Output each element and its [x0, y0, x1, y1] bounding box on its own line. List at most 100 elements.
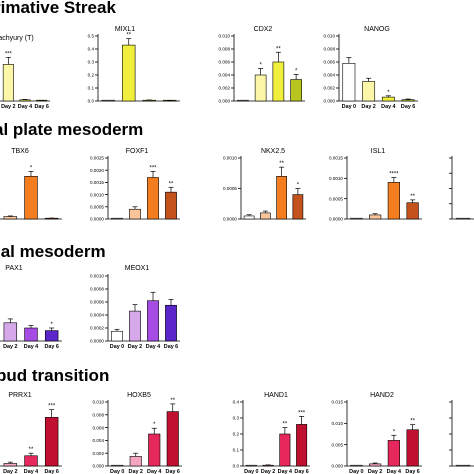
y-tick-label: 0.008: [219, 47, 231, 52]
significance-label: *: [153, 422, 156, 428]
y-tick-label: 0.0025: [90, 156, 104, 161]
chart-title: rachyury (T): [0, 35, 34, 42]
chart-title: NKX2.5: [261, 148, 285, 155]
significance-label: *: [30, 165, 33, 171]
x-tick-label: Day 6: [294, 469, 308, 474]
bar-day-6: [44, 330, 59, 342]
bar-day-0: [111, 330, 123, 342]
bar-day-6: [290, 79, 302, 102]
y-tick-label: 0.4: [88, 47, 95, 52]
significance-label: **: [126, 33, 131, 39]
x-tick-label: Day 2: [129, 469, 143, 474]
bar-day-2: [362, 81, 376, 102]
y-tick-label: 0.005: [332, 442, 344, 447]
significance-label: ***: [5, 51, 13, 57]
bar-day-0: [101, 99, 115, 102]
x-tick-label: Day 4: [146, 344, 160, 350]
bar-day-0: [245, 464, 257, 467]
y-tick-label: 0.0000: [223, 217, 237, 222]
y-tick-label: 0.0010: [329, 176, 343, 181]
y-tick-label: 0.010: [332, 421, 344, 426]
bar-day-6: [165, 304, 177, 342]
y-tick-label: 0.0005: [329, 196, 343, 201]
bar-day-2: [2, 64, 14, 102]
x-tick-label: Day 4: [18, 104, 32, 110]
y-tick-label: 0.0: [88, 99, 95, 104]
y-tick-label: 0.0005: [223, 186, 237, 191]
chart-panel-4: TBX6 *: [0, 148, 62, 220]
bar-day-6: [406, 429, 419, 467]
y-tick-label: 0.008: [324, 47, 336, 52]
y-tick-label: 0.4: [233, 400, 240, 405]
chart-panel-12: HOXB5 0.000 0.002 0.004 0.006 0.008 0.010 Day 0…: [93, 392, 182, 474]
y-tick-label: 0.004: [324, 73, 336, 78]
x-tick-label: Day 4: [278, 469, 292, 474]
bar-day-2: [129, 456, 142, 467]
y-tick-label: 0.3: [233, 416, 240, 421]
bar-day-2: [3, 322, 18, 342]
chart-title: HOXB5: [127, 392, 151, 399]
x-tick-label: Day 2: [3, 469, 17, 474]
y-tick-label: 0.1: [88, 86, 95, 91]
y-tick-label: 0.010: [324, 34, 336, 39]
x-tick-label: Day 4: [381, 104, 395, 110]
bar-day-0: [455, 217, 471, 220]
bar-day-4: [279, 433, 291, 467]
significance-label: **: [170, 398, 175, 404]
chart-title: NANOG: [364, 26, 390, 33]
significance-label: **: [410, 194, 415, 200]
y-tick-label: 0.0015: [329, 156, 343, 161]
significance-label: *: [393, 429, 396, 435]
y-tick-label: 0.000: [219, 99, 231, 104]
y-tick-label: 0.0000: [90, 339, 104, 344]
chart-panel-11: PRRX1 Day 2 ** Day 4 *** Day 6: [0, 392, 62, 474]
bar-day-0: [342, 62, 356, 102]
bar-day-4: [19, 99, 31, 102]
chart-title: PRRX1: [8, 392, 31, 399]
bar-day-0: [243, 215, 255, 220]
bar-day-4: [387, 182, 400, 220]
x-tick-label: Day 6: [44, 344, 58, 350]
section-title-primitive-streak: rimative Streak: [0, 0, 116, 17]
bar-day-0: [455, 464, 471, 467]
significance-label: **: [410, 419, 415, 425]
bar-day-0: [237, 99, 249, 102]
y-tick-label: 0.004: [219, 73, 231, 78]
y-tick-label: 0.0010: [90, 192, 104, 197]
bar-day-4: [272, 61, 285, 102]
y-tick-label: 0.008: [93, 413, 105, 418]
x-tick-label: Day 6: [34, 104, 48, 110]
chart-title: PAX1: [5, 265, 22, 272]
y-tick-label: 0.006: [93, 425, 105, 430]
y-tick-label: 0.0: [233, 464, 240, 469]
chart-title: MEOX1: [125, 265, 150, 272]
chart-panel-13: HAND1 0.0 0.1 0.2 0.3 0.4 Day 0 Day 2 ** Day 4 ***…: [233, 392, 310, 474]
y-tick-label: 0.0000: [90, 217, 104, 222]
y-tick-label: 0.002: [324, 86, 336, 91]
x-tick-label: Day 0: [110, 344, 124, 350]
significance-label: ***: [149, 165, 157, 171]
bar-day-4: [381, 96, 395, 102]
significance-label: **: [276, 46, 281, 52]
chart-panel-10: MEOX1 0.0000 0.0002 0.0004 0.0006 0.0008 0.001…: [90, 265, 180, 350]
bar-day-4: [387, 440, 400, 467]
chart-title: HAND2: [370, 392, 394, 399]
bar-day-6: [166, 411, 179, 467]
significance-label: *: [297, 183, 300, 189]
bar-day-4: [276, 176, 287, 220]
y-tick-label: 0.0008: [90, 287, 104, 292]
bar-day-4: [24, 176, 38, 220]
chart-panel-14: HAND2 0.000 0.005 0.010 0.015 Day 0 Day 2 * Day …: [332, 392, 422, 474]
y-tick-label: 0.0005: [90, 205, 104, 210]
x-tick-label: Day 6: [166, 469, 180, 474]
x-tick-label: Day 4: [24, 469, 38, 474]
y-tick-label: 0.000: [93, 464, 105, 469]
significance-label: ***: [48, 404, 56, 410]
bar-day-0: [111, 464, 124, 467]
chart-panel-8: [449, 156, 474, 220]
chart-title: FOXF1: [126, 148, 149, 155]
